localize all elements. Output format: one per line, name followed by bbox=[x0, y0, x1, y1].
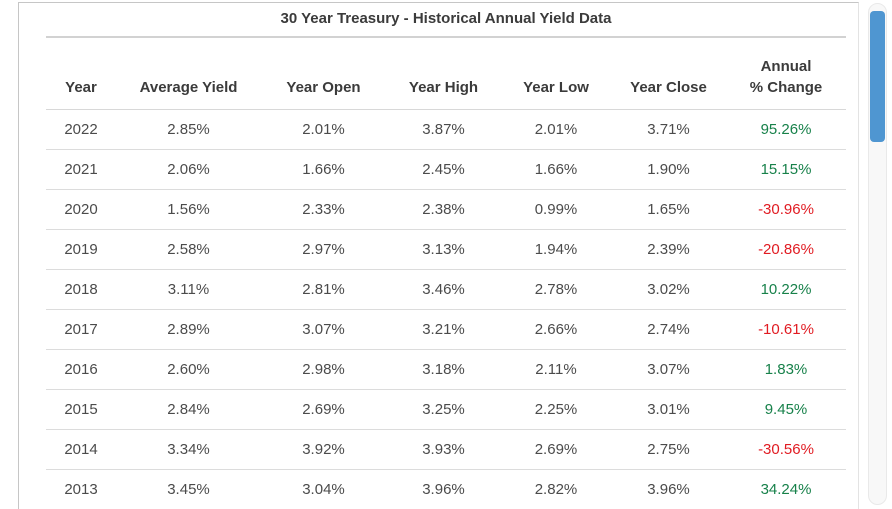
header-row: Year Average Yield Year Open Year High Y… bbox=[46, 38, 846, 110]
cell-year-low: 2.78% bbox=[501, 269, 611, 310]
cell-annual-change: 9.45% bbox=[726, 389, 846, 430]
cell-average-yield: 2.58% bbox=[116, 229, 261, 270]
table-body: 2022 2.85% 2.01% 3.87% 2.01% 3.71% 95.26… bbox=[46, 109, 846, 509]
cell-year-open: 2.97% bbox=[261, 229, 386, 270]
cell-year: 2016 bbox=[46, 349, 116, 390]
cell-annual-change: 95.26% bbox=[726, 109, 846, 150]
cell-year-close: 3.96% bbox=[611, 469, 726, 509]
cell-year-close: 2.74% bbox=[611, 309, 726, 350]
cell-average-yield: 2.06% bbox=[116, 149, 261, 190]
cell-year-high: 3.46% bbox=[386, 269, 501, 310]
cell-year-open: 3.07% bbox=[261, 309, 386, 350]
cell-year-low: 2.11% bbox=[501, 349, 611, 390]
cell-average-yield: 2.85% bbox=[116, 109, 261, 150]
cell-year-high: 3.93% bbox=[386, 429, 501, 470]
title-divider bbox=[46, 36, 846, 38]
cell-year-low: 0.99% bbox=[501, 189, 611, 230]
cell-year-open: 1.66% bbox=[261, 149, 386, 190]
table-row: 2019 2.58% 2.97% 3.13% 1.94% 2.39% -20.8… bbox=[46, 229, 846, 270]
col-header-year: Year bbox=[46, 38, 116, 110]
table-row: 2021 2.06% 1.66% 2.45% 1.66% 1.90% 15.15… bbox=[46, 149, 846, 190]
cell-year-high: 2.45% bbox=[386, 149, 501, 190]
col-header-year-high: Year High bbox=[386, 38, 501, 110]
cell-year-close: 1.90% bbox=[611, 149, 726, 190]
cell-average-yield: 1.56% bbox=[116, 189, 261, 230]
cell-year-close: 1.65% bbox=[611, 189, 726, 230]
cell-year-close: 3.07% bbox=[611, 349, 726, 390]
table-row: 2020 1.56% 2.33% 2.38% 0.99% 1.65% -30.9… bbox=[46, 189, 846, 230]
table-row: 2018 3.11% 2.81% 3.46% 2.78% 3.02% 10.22… bbox=[46, 269, 846, 310]
cell-year-close: 3.02% bbox=[611, 269, 726, 310]
cell-year: 2014 bbox=[46, 429, 116, 470]
treasury-yield-table: Year Average Yield Year Open Year High Y… bbox=[46, 38, 846, 509]
cell-year-open: 2.01% bbox=[261, 109, 386, 150]
cell-year-high: 3.21% bbox=[386, 309, 501, 350]
cell-annual-change: 15.15% bbox=[726, 149, 846, 190]
cell-year-high: 3.13% bbox=[386, 229, 501, 270]
cell-year: 2019 bbox=[46, 229, 116, 270]
data-card: 30 Year Treasury - Historical Annual Yie… bbox=[18, 2, 859, 509]
cell-annual-change: -30.96% bbox=[726, 189, 846, 230]
cell-year-high: 3.18% bbox=[386, 349, 501, 390]
col-header-year-open: Year Open bbox=[261, 38, 386, 110]
col-header-year-close: Year Close bbox=[611, 38, 726, 110]
cell-year: 2021 bbox=[46, 149, 116, 190]
cell-year-high: 3.96% bbox=[386, 469, 501, 509]
cell-year-low: 2.82% bbox=[501, 469, 611, 509]
cell-year-low: 1.66% bbox=[501, 149, 611, 190]
cell-year: 2020 bbox=[46, 189, 116, 230]
cell-year-open: 2.69% bbox=[261, 389, 386, 430]
cell-year-low: 2.01% bbox=[501, 109, 611, 150]
cell-annual-change: 10.22% bbox=[726, 269, 846, 310]
cell-year-open: 2.33% bbox=[261, 189, 386, 230]
cell-year: 2013 bbox=[46, 469, 116, 509]
cell-year-high: 3.25% bbox=[386, 389, 501, 430]
cell-year-close: 3.71% bbox=[611, 109, 726, 150]
cell-average-yield: 3.34% bbox=[116, 429, 261, 470]
cell-year-low: 1.94% bbox=[501, 229, 611, 270]
cell-year-low: 2.69% bbox=[501, 429, 611, 470]
col-header-annual-change: Annual % Change bbox=[726, 38, 846, 110]
cell-annual-change: 1.83% bbox=[726, 349, 846, 390]
cell-annual-change: 34.24% bbox=[726, 469, 846, 509]
cell-year-close: 2.75% bbox=[611, 429, 726, 470]
cell-annual-change: -10.61% bbox=[726, 309, 846, 350]
cell-year: 2022 bbox=[46, 109, 116, 150]
cell-year-low: 2.66% bbox=[501, 309, 611, 350]
cell-year-open: 3.92% bbox=[261, 429, 386, 470]
table-row: 2015 2.84% 2.69% 3.25% 2.25% 3.01% 9.45% bbox=[46, 389, 846, 430]
cell-year-high: 2.38% bbox=[386, 189, 501, 230]
cell-average-yield: 2.89% bbox=[116, 309, 261, 350]
cell-year: 2018 bbox=[46, 269, 116, 310]
cell-annual-change: -30.56% bbox=[726, 429, 846, 470]
card-content: 30 Year Treasury - Historical Annual Yie… bbox=[46, 3, 846, 509]
col-header-year-low: Year Low bbox=[501, 38, 611, 110]
cell-average-yield: 3.11% bbox=[116, 269, 261, 310]
table-row: 2014 3.34% 3.92% 3.93% 2.69% 2.75% -30.5… bbox=[46, 429, 846, 470]
cell-average-yield: 2.84% bbox=[116, 389, 261, 430]
cell-year-open: 2.98% bbox=[261, 349, 386, 390]
cell-average-yield: 3.45% bbox=[116, 469, 261, 509]
table-row: 2022 2.85% 2.01% 3.87% 2.01% 3.71% 95.26… bbox=[46, 109, 846, 150]
scrollbar-thumb[interactable] bbox=[870, 11, 885, 142]
cell-year-low: 2.25% bbox=[501, 389, 611, 430]
cell-year-high: 3.87% bbox=[386, 109, 501, 150]
table-row: 2013 3.45% 3.04% 3.96% 2.82% 3.96% 34.24… bbox=[46, 469, 846, 509]
cell-year-close: 2.39% bbox=[611, 229, 726, 270]
col-header-average-yield: Average Yield bbox=[116, 38, 261, 110]
cell-year-close: 3.01% bbox=[611, 389, 726, 430]
cell-average-yield: 2.60% bbox=[116, 349, 261, 390]
cell-annual-change: -20.86% bbox=[726, 229, 846, 270]
annual-change-header-line2: % Change bbox=[749, 79, 823, 96]
table-title: 30 Year Treasury - Historical Annual Yie… bbox=[280, 10, 612, 27]
cell-year: 2015 bbox=[46, 389, 116, 430]
table-row: 2017 2.89% 3.07% 3.21% 2.66% 2.74% -10.6… bbox=[46, 309, 846, 350]
cell-year-open: 2.81% bbox=[261, 269, 386, 310]
scrollbar-track[interactable] bbox=[868, 3, 887, 505]
cell-year: 2017 bbox=[46, 309, 116, 350]
table-row: 2016 2.60% 2.98% 3.18% 2.11% 3.07% 1.83% bbox=[46, 349, 846, 390]
annual-change-header-line1: Annual bbox=[760, 58, 812, 75]
cell-year-open: 3.04% bbox=[261, 469, 386, 509]
